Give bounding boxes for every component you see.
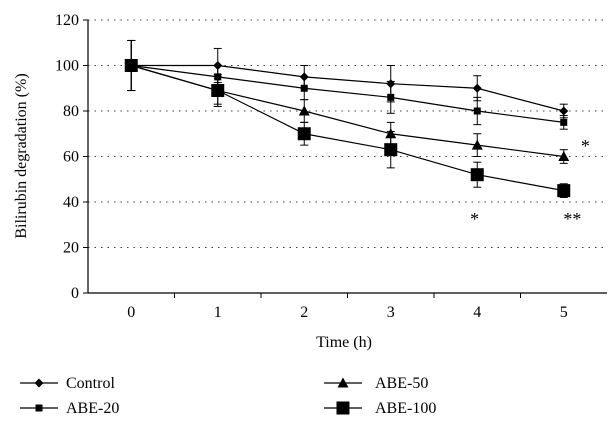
point-abe-100-1 [211,84,225,98]
y-tick-label-20: 20 [63,240,79,257]
y-tick-label-80: 80 [63,103,79,120]
series-line-abe-20 [131,64,564,123]
point-control-5 [559,106,569,116]
point-abe-50-4 [471,139,483,150]
series-layer [124,39,571,198]
point-abe-100-4 [470,168,484,182]
legend-marker-abe-100 [336,401,350,415]
y-tick-label-0: 0 [71,285,79,302]
x-tick-label-5: 5 [560,304,568,321]
legend-marker-abe-20 [35,404,43,412]
x-tick-label-2: 2 [300,304,308,321]
x-tick-label-1: 1 [214,304,222,321]
y-tick-label-120: 120 [55,12,79,29]
point-abe-20-2 [300,84,308,92]
legend-label-control: Control [66,375,115,392]
point-abe-100-5 [557,184,571,198]
annotation-layer: ** ** [470,136,590,229]
point-abe-20-3 [387,93,395,101]
series-line-abe-100 [131,64,564,192]
point-abe-100-0 [124,59,138,72]
point-abe-100-2 [297,127,311,141]
point-abe-50-5 [558,151,570,161]
x-axis-title: Time (h) [316,334,372,351]
series-line-control [131,64,564,112]
legend-marker-control [34,378,44,388]
x-tick-label-3: 3 [387,304,395,321]
y-tick-label-100: 100 [55,58,79,75]
significance-mark-0: * [581,136,590,156]
legend-marker-abe-50 [337,377,349,388]
legend-label-abe-20: ABE-20 [66,400,119,417]
point-abe-20-5 [560,118,568,126]
point-abe-100-3 [384,143,398,157]
point-control-4 [472,83,482,93]
grid-layer [88,19,607,248]
point-abe-20-4 [473,107,481,115]
legend-label-abe-50: ABE-50 [375,375,428,392]
significance-mark-1: * [470,209,479,229]
axes-layer: 0 20 40 60 80 100 120 0 1 2 3 4 5 [55,12,607,321]
x-tick-label-0: 0 [127,304,135,321]
legend: Control ABE-20 ABE-50 ABE-100 [20,375,436,417]
point-abe-50-2 [298,105,310,116]
x-tick-label-4: 4 [473,304,481,321]
legend-label-abe-100: ABE-100 [375,400,436,417]
y-axis-title: Bilirubin degradation (%) [13,73,30,238]
y-tick-label-40: 40 [63,194,79,211]
significance-mark-2: ** [563,209,581,229]
y-tick-label-60: 60 [63,149,79,166]
